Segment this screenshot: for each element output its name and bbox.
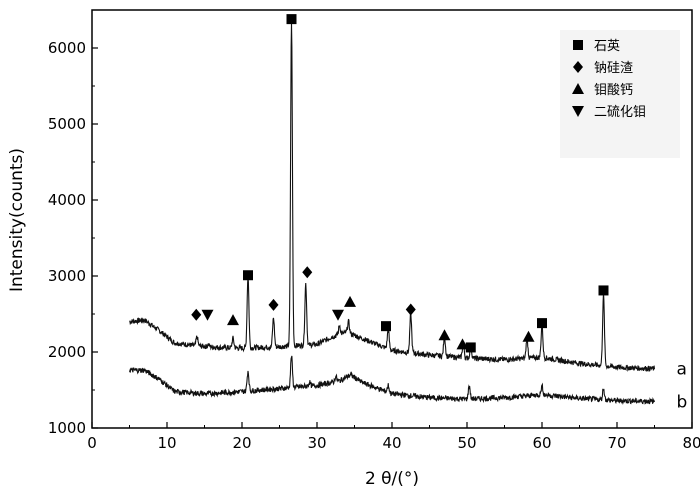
y-axis-ticks: 1000 2000 3000 4000 5000 6000 <box>48 9 98 437</box>
peak-marker-triangle-up <box>438 329 451 341</box>
x-axis-title: 2 θ/(°) <box>365 469 419 489</box>
peak-marker-square <box>537 318 547 329</box>
x-tick-label: 10 <box>157 434 176 452</box>
peak-marker-diamond <box>191 308 202 321</box>
peak-marker-square <box>243 270 253 281</box>
x-tick-label: 0 <box>87 434 97 452</box>
legend-symbol-triangle-down <box>572 106 584 117</box>
y-tick-label: 3000 <box>48 267 86 285</box>
series-line-b <box>128 355 656 406</box>
series-layer: ab <box>128 23 688 412</box>
peak-marker-triangle-up <box>522 330 535 342</box>
y-tick-label: 1000 <box>48 419 86 437</box>
peak-marker-triangle-down <box>332 309 344 321</box>
x-tick-label: 80 <box>682 434 700 452</box>
x-tick-label: 60 <box>532 434 551 452</box>
peak-marker-square <box>465 342 476 353</box>
peak-marker-diamond <box>302 266 313 279</box>
peak-marker-triangle-up <box>227 314 239 326</box>
peak-marker-diamond <box>268 298 279 311</box>
peak-marker-square <box>381 321 391 332</box>
y-tick-label: 2000 <box>48 343 86 361</box>
y-tick-label: 5000 <box>48 115 86 133</box>
peak-marker-triangle-up <box>344 295 356 307</box>
y-tick-label: 6000 <box>48 39 86 57</box>
series-label-b: b <box>677 392 688 412</box>
legend-label: 二硫化钼 <box>594 105 646 120</box>
peak-marker-diamond <box>405 303 416 316</box>
legend-symbol-triangle-up <box>572 83 584 94</box>
y-tick-label: 4000 <box>48 191 86 209</box>
peak-marker-triangle-down <box>201 309 214 321</box>
x-tick-label: 70 <box>607 434 626 452</box>
marker-layer <box>191 14 609 353</box>
x-tick-label: 50 <box>457 434 476 452</box>
legend-label: 钠硅渣 <box>594 61 633 76</box>
legend-symbol-square <box>573 40 583 50</box>
peak-marker-square <box>286 14 297 25</box>
x-axis-ticks: 0 10 20 30 40 50 60 70 80 <box>87 422 700 452</box>
x-tick-label: 30 <box>307 434 326 452</box>
legend-label: 石英 <box>594 39 620 54</box>
series-label-a: a <box>677 360 687 380</box>
y-axis-title: Intensity(counts) <box>7 148 27 292</box>
peak-marker-square <box>598 285 609 296</box>
legend-label: 钼酸钙 <box>594 83 633 98</box>
series-line-a <box>129 23 656 372</box>
peak-marker-triangle-up <box>456 338 469 350</box>
x-tick-label: 20 <box>232 434 251 452</box>
legend-symbol-diamond <box>573 61 583 73</box>
x-tick-label: 40 <box>382 434 401 452</box>
